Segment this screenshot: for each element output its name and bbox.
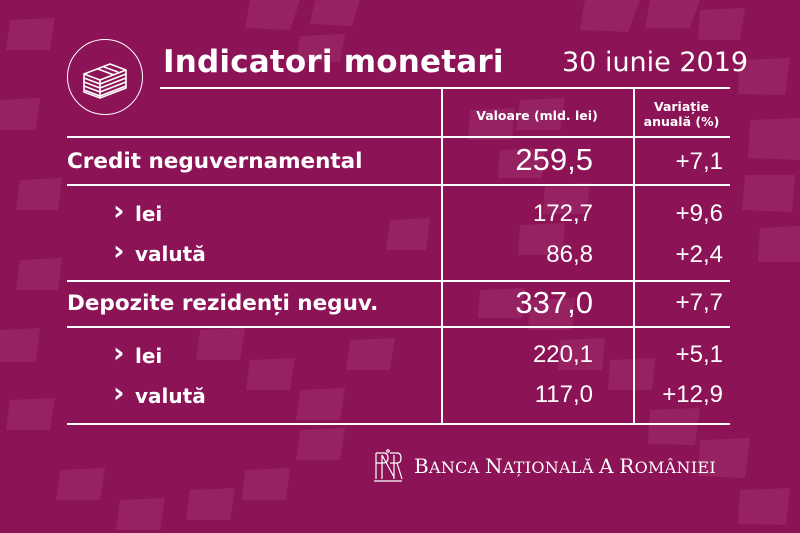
column-divider-variation [633,87,635,424]
variation-cell: +5,1 [675,341,723,368]
row-divider [67,184,730,186]
chevron-right-icon: › [113,194,125,227]
chevron-right-icon: › [113,336,125,369]
header-divider [160,87,730,89]
value-cell: 259,5 [515,142,593,177]
chevron-right-icon: › [113,376,125,409]
column-header-variation: Variație anuală (%) [643,99,720,129]
row-label-lei: lei [135,344,163,368]
money-stack-icon [67,39,143,115]
brand-name: BANCA NAȚIONALĂ A ROMÂNIEI [414,454,717,478]
row-label-lei: lei [135,202,163,226]
row-label-valuta: valută [135,384,206,408]
row-divider [67,280,730,282]
table-bottom-border [67,423,730,425]
row-label-depozite: Depozite rezidenți neguv. [67,291,379,316]
variation-cell: +9,6 [675,200,723,227]
variation-cell: +7,7 [675,289,723,316]
row-divider [67,136,730,138]
value-cell: 117,0 [534,381,593,408]
value-cell: 220,1 [532,341,593,368]
bnr-monogram-logo [374,449,403,482]
variation-cell: +12,9 [662,381,723,408]
column-header-value: Valoare (mld. lei) [476,108,598,123]
value-cell: 337,0 [515,285,593,320]
variation-cell: +2,4 [675,241,723,268]
variation-cell: +7,1 [675,148,723,175]
column-divider-value [441,87,443,424]
row-label-valuta: valută [135,242,206,266]
value-cell: 86,8 [546,241,593,268]
footer-brand: BANCA NAȚIONALĂ A ROMÂNIEI [372,449,716,483]
row-label-credit: Credit neguvernamental [67,149,363,174]
report-date: 30 iunie 2019 [562,47,749,78]
page-title: Indicatori monetari [163,44,504,80]
row-divider [67,326,730,328]
chevron-right-icon: › [113,234,125,267]
value-cell: 172,7 [532,200,593,227]
